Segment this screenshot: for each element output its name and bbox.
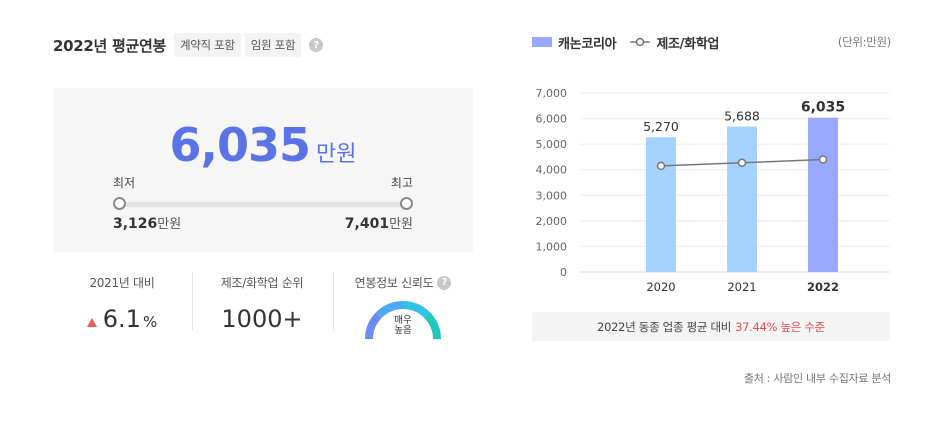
bar [727,126,757,272]
x-axis: 2020 2021 2022 [646,280,839,294]
salary-trend-chart: 0 1,000 2,000 3,000 4,000 5,000 6,000 7,000 5,2… [536,87,890,294]
y-tick-label: 6,000 [536,113,568,126]
max-salary-value: 7,401 [344,216,390,232]
page-title: 2022년 평균연봉 [53,36,166,55]
bar-series [646,117,838,273]
rank-stat: 제조/화학업 순위 1000+ [193,272,331,333]
min-label: 최저 [113,176,136,190]
average-salary-value: 6,035 [169,118,312,172]
yoy-value: 6.1 [102,305,141,333]
y-tick-label: 0 [560,266,567,279]
rank-label: 제조/화학업 순위 [220,276,304,290]
y-tick-label: 2,000 [536,215,568,228]
yoy-label: 2021년 대비 [89,276,155,290]
yoy-stat: 2021년 대비 6.1% [53,272,191,333]
bar-data-labels: 5,270 5,688 6,035 [643,100,845,135]
up-triangle-icon [86,318,97,327]
y-axis: 0 1,000 2,000 3,000 4,000 5,000 6,000 7,000 [536,87,568,279]
line-point [656,161,666,171]
y-tick-label: 3,000 [536,189,568,202]
divider [192,272,193,330]
executive-included-chip: 임원 포함 [244,33,302,57]
contract-included-chip: 계약직 포함 [173,33,241,57]
y-tick-label: 1,000 [536,240,568,253]
yoy-unit: % [142,313,158,331]
industry-comparison: 2022년 동종 업종 평균 대비 37.44% 높은 수준 [532,312,890,341]
reliability-label-row: 연봉정보 신뢰도 ? [355,274,452,291]
help-icon[interactable]: ? [437,275,452,290]
unit-note: (단위:만원) [837,35,891,49]
line-point [818,155,828,164]
line-point [737,158,747,168]
x-tick-label: 2021 [727,280,756,294]
y-tick-label: 4,000 [536,164,568,177]
help-icon[interactable]: ? [309,38,324,52]
min-marker [113,197,126,210]
chart-legend: 캐논코리아 제조/화학업 [532,32,719,52]
y-tick-label: 5,000 [536,138,568,151]
legend-line-swatch [630,37,651,47]
min-salary-value: 3,126 [113,216,158,232]
average-salary-box: 6,035 만원 최저 최고 3,126만원 7,401만원 [53,88,473,252]
bar [646,137,676,272]
gauge-arc-icon [365,301,441,340]
max-salary-unit: 만원 [389,217,413,232]
reliability-label: 연봉정보 신뢰도 [354,276,434,290]
legend-bar-swatch [532,37,552,47]
line-series [656,155,828,171]
bar [808,117,838,273]
reliability-value: 매우 높음 [363,316,443,336]
reliability-stat: 연봉정보 신뢰도 ? 매우 높음 [334,272,472,343]
min-salary-unit: 만원 [157,217,182,232]
max-salary: 7,401만원 [345,213,413,232]
legend-industry: 제조/화학업 [656,36,720,52]
average-salary-unit: 만원 [316,142,357,167]
divider [333,272,334,330]
bar-data-label: 5,270 [643,119,679,134]
data-source: 출처 : 사람인 내부 수집자료 분석 [743,372,891,385]
x-tick-label: 2022 [807,280,839,294]
title-row: 2022년 평균연봉 계약직 포함 임원 포함 ? [53,33,324,57]
x-tick-label: 2020 [646,280,675,294]
comparison-highlight: 37.44% 높은 수준 [735,319,825,334]
min-salary: 3,126만원 [113,213,181,232]
reliability-value-line2: 높음 [394,325,412,336]
bar-data-label: 6,035 [801,100,845,116]
reliability-gauge: 매우 높음 [363,297,443,343]
y-tick-label: 7,000 [536,87,568,100]
comparison-text: 2022년 동종 업종 평균 대비 [597,319,732,334]
legend-company: 캐논코리아 [558,36,617,52]
max-label: 최고 [390,176,413,190]
max-marker [400,197,413,210]
yoy-value-row: 6.1% [53,305,191,333]
bar-data-label: 5,688 [724,109,760,124]
average-salary: 6,035 만원 [53,118,473,172]
reliability-value-line1: 매우 [394,315,412,326]
salary-range-track [119,202,406,207]
rank-value: 1000+ [221,305,303,333]
